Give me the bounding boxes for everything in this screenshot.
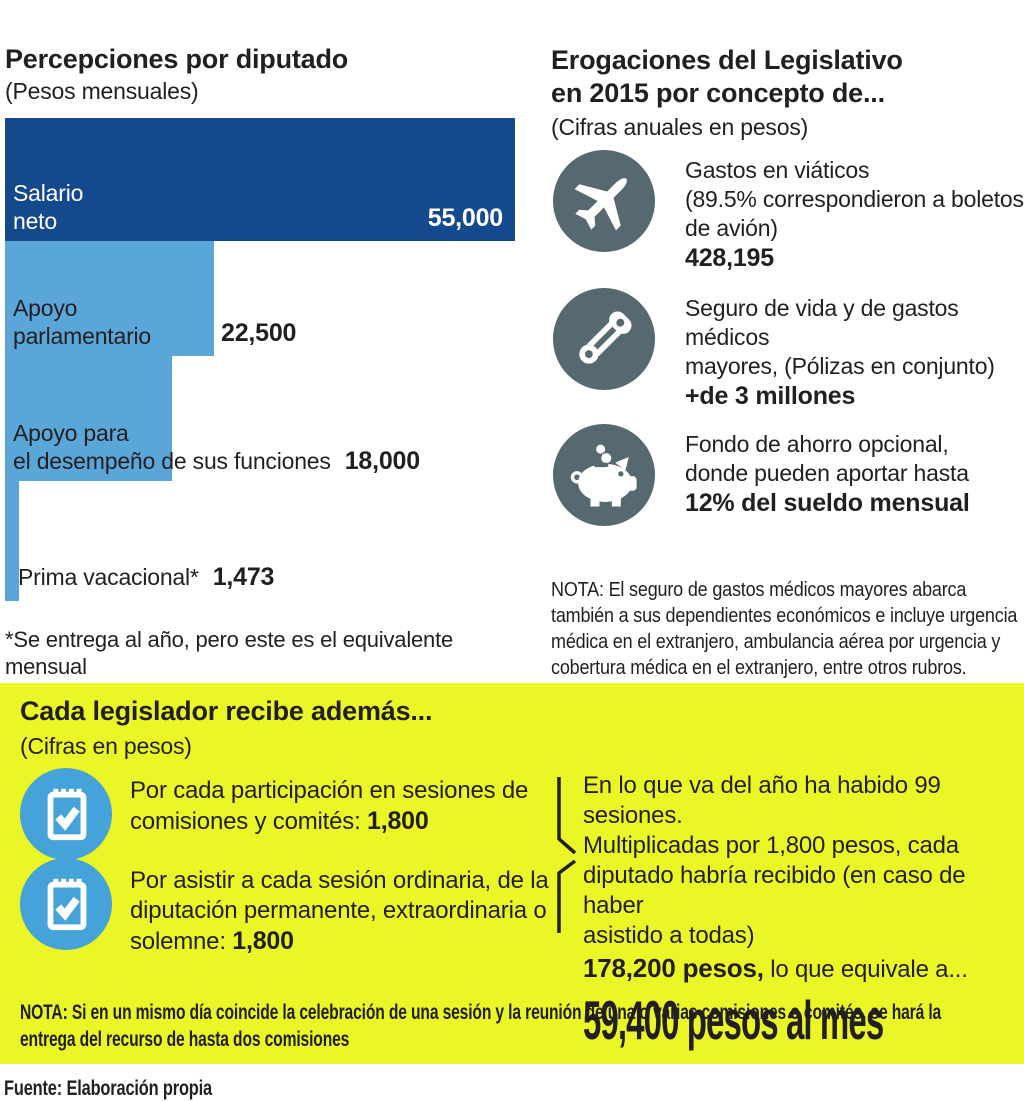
left-chart-title: Percepciones por diputado xyxy=(5,44,349,74)
safety-pin-icon xyxy=(553,288,655,390)
summary-amount-tail: lo que equivale a... xyxy=(763,956,968,983)
bonus-item-value: 1,800 xyxy=(367,807,429,835)
checklist-icon xyxy=(20,768,112,860)
right-panel-title: Erogaciones del Legislativo en 2015 por … xyxy=(551,45,903,108)
bonus-item-value: 1,800 xyxy=(232,927,294,955)
bonus-item-text: Por cada participación en sesiones de co… xyxy=(130,777,529,835)
bar-salario-neto: 55,000 xyxy=(5,118,515,241)
bonus-item-sesiones: Por asistir a cada sesión ordinaria, de … xyxy=(20,858,549,955)
bar-category-label: Apoyo parlamentario xyxy=(13,295,152,349)
bar-row-apoyo-funciones: Apoyo para el desempeño de sus funciones… xyxy=(5,356,515,481)
summary-per-month: 59,400 pesos al mes xyxy=(583,989,884,1051)
bonus-item-comisiones: Por cada participación en sesiones de co… xyxy=(20,768,528,860)
summary-body: En lo que va del año ha habido 99 sesion… xyxy=(583,772,966,949)
bar-value-label: 55,000 xyxy=(427,204,503,232)
bonus-panel-note: NOTA: Si en un mismo día coincide la cel… xyxy=(20,1001,942,1051)
bar-category-label: Salario neto xyxy=(13,180,84,234)
bar-prima-vacacional xyxy=(5,481,19,601)
bar-row-prima-vacacional: Prima vacacional* 1,473 xyxy=(5,481,515,601)
bar-row-apoyo-parlamentario: Apoyo parlamentario 22,500 xyxy=(5,241,515,356)
expense-item-value: 12% del sueldo mensual xyxy=(685,489,970,517)
bonus-panel: Cada legislador recibe además... (Cifras… xyxy=(0,683,1024,1064)
bar-value-label: 22,500 xyxy=(221,319,297,347)
bar-category-text: Prima vacacional* xyxy=(18,564,199,590)
bar-apoyo-parlamentario xyxy=(5,241,214,356)
expense-item-text: Seguro de vida y de gastos médicos mayor… xyxy=(685,295,995,379)
chart-footnote: *Se entrega al año, pero este es el equi… xyxy=(5,627,454,679)
bonus-item-content: Por asistir a cada sesión ordinaria, de … xyxy=(130,866,550,957)
bar-apoyo-funciones xyxy=(5,356,172,481)
expense-item-value: 428,195 xyxy=(685,244,774,272)
bar-category-label: Apoyo para el desempeño de sus funciones… xyxy=(13,419,420,475)
bar-value-label: 1,473 xyxy=(212,563,275,591)
expense-item-text: Fondo de ahorro opcional, donde pueden a… xyxy=(685,431,969,486)
right-panel-subtitle: (Cifras anuales en pesos) xyxy=(551,114,809,140)
bar-value-label: 18,000 xyxy=(344,447,420,475)
bonus-panel-subtitle: (Cifras en pesos) xyxy=(20,733,192,759)
source-credit: Fuente: Elaboración propia xyxy=(4,1077,213,1100)
piggy-bank-icon xyxy=(553,424,655,526)
bar-chart: 55,000 Salario neto Apoyo parlamentario … xyxy=(5,118,515,601)
summary-amount-line: 178,200 pesos, lo que equivale a... xyxy=(583,953,1013,984)
brace-icon xyxy=(545,775,579,940)
right-panel-note: NOTA: El seguro de gastos médicos mayore… xyxy=(551,579,1018,679)
expense-item-text: Gastos en viáticos (89.5% correspondiero… xyxy=(685,157,1024,241)
airplane-icon xyxy=(553,150,655,252)
bonus-item-content: Por cada participación en sesiones de co… xyxy=(130,776,550,837)
expense-item-content: Seguro de vida y de gastos médicos mayor… xyxy=(685,294,1024,411)
checklist-icon xyxy=(20,858,112,950)
bar-row-salario-neto: 55,000 Salario neto xyxy=(5,118,515,241)
summary-amount: 178,200 pesos, xyxy=(583,953,764,983)
expense-item-content: Gastos en viáticos (89.5% correspondiero… xyxy=(685,156,1024,273)
bar-category-label: Prima vacacional* 1,473 xyxy=(18,563,274,591)
sessions-summary: En lo que va del año ha habido 99 sesion… xyxy=(583,771,1013,1052)
expense-item-value: +de 3 millones xyxy=(685,382,856,410)
bonus-item-text: Por asistir a cada sesión ordinaria, de … xyxy=(130,867,549,955)
left-chart-subtitle: (Pesos mensuales) xyxy=(5,78,199,104)
bonus-panel-title: Cada legislador recibe además... xyxy=(20,696,433,726)
bar-category-text: Apoyo para el desempeño de sus funciones xyxy=(13,420,331,474)
expense-item-content: Fondo de ahorro opcional, donde pueden a… xyxy=(685,430,970,518)
right-panel: Erogaciones del Legislativo en 2015 por … xyxy=(551,44,1024,679)
